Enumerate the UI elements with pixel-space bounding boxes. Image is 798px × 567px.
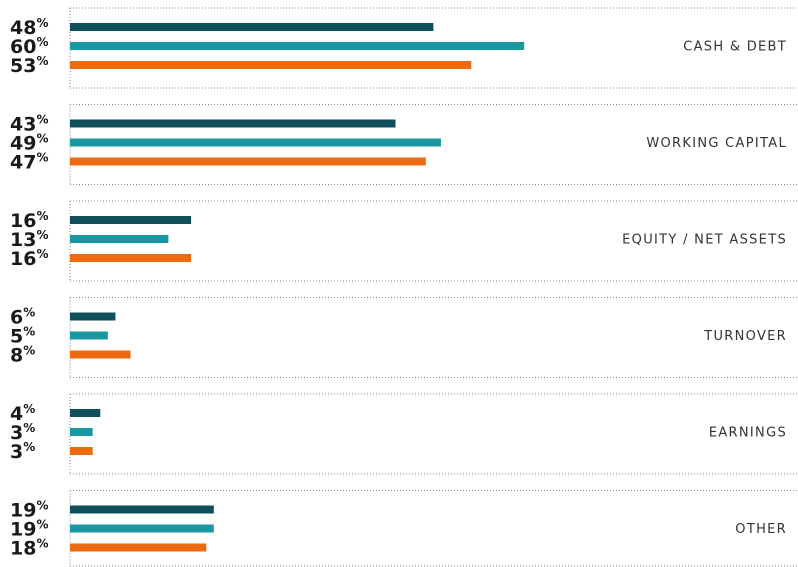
value-label: 53%	[10, 54, 48, 77]
bar	[70, 447, 93, 455]
bar	[70, 350, 131, 359]
bar	[70, 331, 108, 340]
bar	[70, 428, 93, 436]
bar	[70, 216, 192, 224]
value-label: 16%	[10, 209, 48, 232]
bar	[70, 42, 525, 50]
value-label: 16%	[10, 247, 48, 270]
value-label: 8%	[10, 343, 35, 366]
bar	[70, 505, 214, 514]
value-label: 13%	[10, 228, 48, 251]
bar	[70, 543, 207, 552]
category-label: WORKING CAPITAL	[646, 136, 787, 151]
category-label: CASH & DEBT	[683, 40, 787, 55]
value-label: 6%	[10, 305, 35, 328]
bar	[70, 409, 101, 417]
category-label: OTHER	[735, 522, 787, 537]
category-label: EQUITY / NET ASSETS	[622, 233, 787, 248]
category-label: EARNINGS	[709, 426, 787, 441]
category-label: TURNOVER	[703, 329, 787, 344]
value-label: 18%	[10, 536, 48, 559]
value-label: 4%	[10, 402, 35, 425]
value-label: 60%	[10, 35, 48, 58]
value-label: 47%	[10, 150, 48, 173]
value-label: 3%	[10, 440, 35, 463]
bar	[70, 524, 214, 533]
value-label: 3%	[10, 421, 35, 444]
bar	[70, 138, 441, 147]
value-label: 49%	[10, 131, 48, 154]
value-label: 5%	[10, 324, 35, 347]
bar	[70, 157, 426, 166]
value-label: 19%	[10, 498, 48, 521]
bar	[70, 254, 192, 262]
value-label: 48%	[10, 16, 48, 39]
value-label: 19%	[10, 517, 48, 540]
bar	[70, 23, 434, 31]
bar	[70, 235, 169, 243]
bar	[70, 61, 472, 69]
bar	[70, 119, 396, 128]
bar	[70, 312, 116, 321]
value-label: 43%	[10, 112, 48, 135]
